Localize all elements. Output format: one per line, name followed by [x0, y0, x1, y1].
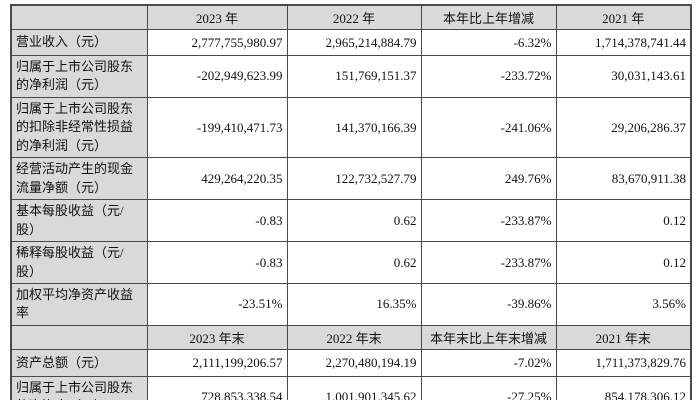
column-header-2021: 2021 年	[555, 4, 692, 30]
cell-value: 122,732,527.79	[286, 157, 422, 201]
cell-value: 249.76%	[420, 157, 557, 201]
cell-value: 0.12	[555, 241, 692, 284]
financial-summary-table: 2023 年 2022 年 本年比上年增减 2021 年 营业收入（元） 2,7…	[10, 4, 692, 400]
cell-value: 83,670,911.38	[555, 157, 692, 201]
cell-value: 1,001,901,345.62	[286, 375, 422, 400]
table-header-row-annual: 2023 年 2022 年 本年比上年增减 2021 年	[10, 4, 692, 30]
row-label: 营业收入（元）	[10, 29, 148, 56]
cell-value: 141,370,166.39	[286, 96, 422, 159]
cell-value: -241.06%	[420, 96, 557, 159]
corner-cell	[10, 324, 148, 350]
cell-value: 1,714,378,741.44	[555, 29, 692, 56]
cell-value: -233.87%	[420, 241, 557, 284]
table-row-basic-eps: 基本每股收益（元/股） -0.83 0.62 -233.87% 0.12	[10, 199, 692, 243]
column-header-2022: 2022 年	[286, 4, 422, 30]
cell-value: 3.56%	[555, 282, 692, 326]
table-row-weighted-avg-roe: 加权平均净资产收益率 -23.51% 16.35% -39.86% 3.56%	[10, 282, 692, 326]
cell-value: 854,178,306.12	[555, 375, 692, 400]
cell-value: -6.32%	[420, 29, 557, 56]
cell-value: 2,777,755,980.97	[146, 29, 288, 56]
table-row-total-assets: 资产总额（元） 2,111,199,206.57 2,270,480,194.1…	[10, 348, 692, 377]
cell-value: -27.25%	[420, 375, 557, 400]
cell-value: -7.02%	[420, 348, 557, 377]
cell-value: 151,769,151.37	[286, 55, 422, 98]
cell-value: 0.62	[286, 199, 422, 243]
table-row-net-assets: 归属于上市公司股东的净资产（元） 728,853,338.54 1,001,90…	[10, 375, 692, 400]
row-label: 经营活动产生的现金流量净额（元）	[10, 157, 148, 201]
corner-cell	[10, 4, 148, 30]
table-row-diluted-eps: 稀释每股收益（元/股） -0.83 0.62 -233.87% 0.12	[10, 241, 692, 284]
cell-value: 2,965,214,884.79	[286, 29, 422, 56]
cell-value: -39.86%	[420, 282, 557, 326]
table-row-revenue: 营业收入（元） 2,777,755,980.97 2,965,214,884.7…	[10, 29, 692, 56]
row-label: 基本每股收益（元/股）	[10, 199, 148, 243]
column-header-2023: 2023 年	[146, 4, 288, 30]
table-row-net-profit-excl-nonrecurring: 归属于上市公司股东的扣除非经常性损益的净利润（元） -199,410,471.7…	[10, 96, 692, 159]
cell-value: -233.87%	[420, 199, 557, 243]
row-label: 归属于上市公司股东的净资产（元）	[10, 375, 148, 400]
cell-value: -0.83	[146, 199, 288, 243]
cell-value: 728,853,338.54	[146, 375, 288, 400]
cell-value: 0.12	[555, 199, 692, 243]
table-row-net-profit: 归属于上市公司股东的净利润（元） -202,949,623.99 151,769…	[10, 55, 692, 98]
cell-value: 1,711,373,829.76	[555, 348, 692, 377]
table-header-row-year-end: 2023 年末 2022 年末 本年末比上年末增减 2021 年末	[10, 324, 692, 350]
row-label: 归属于上市公司股东的扣除非经常性损益的净利润（元）	[10, 96, 148, 159]
column-header-2023-end: 2023 年末	[146, 324, 288, 350]
cell-value: -23.51%	[146, 282, 288, 326]
cell-value: 2,111,199,206.57	[146, 348, 288, 377]
cell-value: -0.83	[146, 241, 288, 284]
cell-value: 16.35%	[286, 282, 422, 326]
cell-value: 30,031,143.61	[555, 55, 692, 98]
cell-value: 2,270,480,194.19	[286, 348, 422, 377]
cell-value: 429,264,220.35	[146, 157, 288, 201]
row-label: 资产总额（元）	[10, 348, 148, 377]
cell-value: -199,410,471.73	[146, 96, 288, 159]
column-header-year-end-change: 本年末比上年末增减	[420, 324, 557, 350]
cell-value: -202,949,623.99	[146, 55, 288, 98]
table-row-operating-cash-flow: 经营活动产生的现金流量净额（元） 429,264,220.35 122,732,…	[10, 157, 692, 201]
column-header-2021-end: 2021 年末	[555, 324, 692, 350]
column-header-yoy-change: 本年比上年增减	[420, 4, 557, 30]
row-label: 加权平均净资产收益率	[10, 282, 148, 326]
cell-value: 29,206,286.37	[555, 96, 692, 159]
cell-value: 0.62	[286, 241, 422, 284]
row-label: 稀释每股收益（元/股）	[10, 241, 148, 284]
row-label: 归属于上市公司股东的净利润（元）	[10, 55, 148, 98]
cell-value: -233.72%	[420, 55, 557, 98]
column-header-2022-end: 2022 年末	[286, 324, 422, 350]
